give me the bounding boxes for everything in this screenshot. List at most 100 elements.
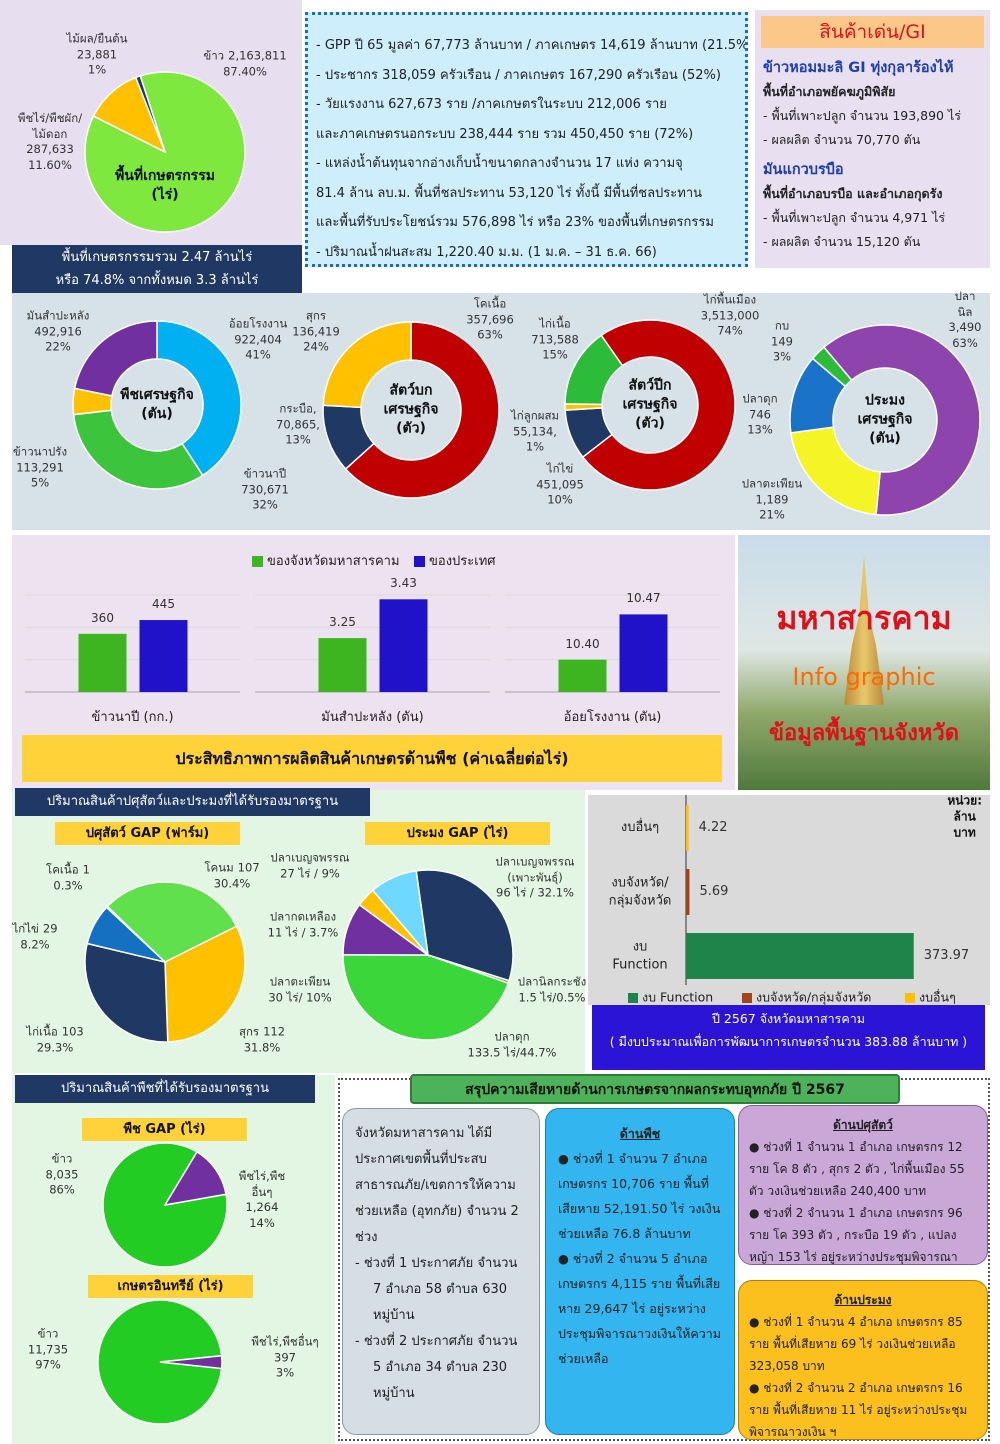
- summary-box: - GPP ปี 65 มูลค่า 67,773 ล้านบาท / ภาคเ…: [305, 12, 748, 267]
- flood-crops-item: ● ช่วงที่ 2 จำนวน 5 อำเภอ เกษตรกร 4,115 …: [558, 1251, 722, 1366]
- slice-value: 107: [237, 860, 260, 875]
- slice: [156, 320, 242, 477]
- slice-name: ปลาเบญจพรรณ (เพาะพันธุ์): [495, 854, 575, 885]
- chart-title: สัตว์ปีก เศรษฐกิจ (ตัว): [622, 377, 678, 432]
- slice-label: มันสำปะหลัง 492,916 22%: [27, 309, 90, 356]
- bar: [686, 869, 690, 915]
- gi-item-line: - ผลผลิต จำนวน 70,770 ตัน: [763, 132, 921, 147]
- gi-item-name: ข้าวหอมมะลิ GI ทุ่งกุลาร้องไห้: [763, 60, 954, 76]
- slice-label: ปลานิล 3,490 63%: [948, 289, 983, 351]
- slice-label: ไก่ลูกผสม 55,134, 1%: [511, 409, 559, 456]
- slice-name: ข้าว: [51, 1151, 73, 1166]
- slice-percent: 24%: [303, 339, 329, 354]
- slice-label: สุกร 112 31.8%: [239, 1024, 285, 1055]
- flood-crops-title: ด้านพืช: [619, 1126, 661, 1141]
- bar: [78, 633, 127, 692]
- slice-percent: 8.2%: [20, 937, 50, 951]
- slice-value: 730,671: [241, 482, 289, 497]
- legend-swatch: [905, 993, 915, 1003]
- budget-caption: ปี 2567 จังหวัดมหาสารคาม ( มีงบประมาณเพื…: [592, 1005, 985, 1070]
- value-label: 3.25: [329, 615, 356, 630]
- slice-percent: 1%: [525, 439, 545, 454]
- slice-label: กระบือ, 70,865, 13%: [276, 402, 320, 449]
- y-tick-label: งบ Function: [612, 939, 668, 972]
- gi-item-name: มันแกวบรบือ: [763, 162, 844, 178]
- bar: [686, 805, 689, 851]
- legend-swatch: [742, 993, 752, 1003]
- slice-percent: 3%: [275, 1365, 295, 1380]
- slice-label: พืชไร่,พืชอื่นๆ 397 3%: [251, 1335, 318, 1382]
- chart-title: พืช GAP (ไร่): [82, 1118, 247, 1141]
- value-label: 10.47: [626, 591, 661, 606]
- chart-title: ประมง GAP (ไร่): [365, 822, 550, 845]
- summary-line: - ปริมาณน้ำฝนสะสม 1,220.40 ม.ม. (1 ม.ค. …: [316, 244, 657, 260]
- flood-fishery-title: ด้านประมง: [834, 1293, 892, 1307]
- slice-name: โคเนื้อ: [46, 862, 79, 877]
- slice-value: 922,404: [234, 332, 282, 347]
- photo-title: มหาสารคาม: [776, 599, 952, 637]
- slice-label: ข้าว 11,735 97%: [28, 1327, 68, 1374]
- flood-fishery-item: ● ช่วงที่ 2 จำนวน 2 อำเภอ เกษตรกร 16 ราย…: [749, 1381, 968, 1439]
- flood-fishery-item: ● ช่วงที่ 1 จำนวน 4 อำเภอ เกษตรกร 85 ราย…: [749, 1315, 963, 1373]
- slice-value: 11,735: [27, 1342, 69, 1357]
- slice-value: 713,588: [531, 332, 579, 347]
- slice-label: ปลากดเหลือง 11 ไร่ / 3.7%: [268, 909, 339, 940]
- land-banner-line: หรือ 74.8% จากทั้งหมด 3.3 ล้านไร่: [55, 273, 259, 288]
- legend-swatch: [414, 556, 425, 567]
- legend-label: งบอื่นๆ: [919, 989, 956, 1005]
- bar: [379, 599, 428, 692]
- slice-name: สุกร: [238, 1024, 260, 1039]
- flood-intro-box: จังหวัดมหาสารคาม ได้มีประกาศเขตพื้นที่ปร…: [342, 1108, 540, 1435]
- slice-name: ปลานิลกระชัง: [517, 974, 587, 989]
- slice-percent: 15%: [542, 347, 568, 362]
- slice-value: 397: [274, 1350, 296, 1365]
- slice-name: ปลาตะเพียน: [269, 974, 331, 989]
- slice-percent: 29.3%: [36, 1040, 74, 1054]
- slice-label: โคเนื้อ 357,696 63%: [466, 297, 514, 344]
- slice-label: กบ 149 3%: [771, 319, 793, 366]
- slice: [84, 942, 169, 1043]
- gi-item-area: พื้นที่อำเภอพยัคฆภูมิพิสัย: [763, 84, 896, 99]
- slice-label: ปลาดุก 133.5 ไร่/44.7%: [468, 1029, 557, 1060]
- gi-box: สินค้าเด่น/GI ข้าวหอมมะลิ GI ทุ่งกุลาร้อ…: [755, 10, 990, 268]
- slice-value: 136,419: [292, 324, 340, 339]
- flood-fishery-box: ด้านประมง ● ช่วงที่ 1 จำนวน 4 อำเภอ เกษต…: [738, 1280, 988, 1440]
- slice-name: ไก่เนื้อ: [26, 1024, 58, 1039]
- slice-percent: 63%: [477, 327, 503, 342]
- slice-percent: 32%: [252, 497, 278, 512]
- slice-percent: 10%: [547, 492, 573, 507]
- slice-percent: 0.3%: [53, 878, 83, 892]
- slice-name: พืชไร่,พืชอื่นๆ: [251, 1334, 319, 1349]
- slice-name: กระบือ,: [279, 401, 317, 416]
- slice-value: 8,035: [45, 1167, 79, 1182]
- slice-label: ไก่พื้นเมือง 3,513,000 74%: [701, 293, 760, 340]
- slice-label: ปลาดุก 746 13%: [742, 392, 777, 439]
- slice-name: ข้าวนาปรัง: [12, 444, 68, 459]
- slice-label: ปลาเบญจพรรณ (เพาะพันธุ์) 96 ไร่ / 32.1%: [495, 855, 574, 902]
- flood-livestock-item: ● ช่วงที่ 2 จำนวน 1 อำเภอ เกษตรกร 96 ราย…: [749, 1206, 963, 1264]
- legend-label: ของประเทศ: [429, 554, 496, 570]
- slice-percent: 22%: [45, 339, 71, 354]
- slice-percent: 74%: [717, 323, 743, 338]
- summary-line: และพื้นที่รับประโยชน์รวม 576,898 ไร่ หรื…: [316, 215, 714, 230]
- slice-label: โคนม 107 30.4%: [204, 860, 259, 891]
- slice-value: 70,865,: [276, 417, 320, 432]
- gi-item-line: - พื้นที่เพาะปลูก จำนวน 193,890 ไร่: [763, 108, 961, 123]
- gi-item-line: - พื้นที่เพาะปลูก จำนวน 4,971 ไร่: [763, 210, 946, 225]
- slice-percent: 13%: [747, 422, 773, 437]
- province-photo: มหาสารคาม Info graphic ข้อมูลพื้นฐานจังห…: [738, 535, 990, 790]
- slice-value: 55,134,: [513, 424, 557, 439]
- slice-label: พืชไร่/พืชผัก/ ไม้ดอก 287,633 11.60%: [18, 111, 82, 173]
- legend-swatch: [628, 993, 638, 1003]
- slice-name: ปลาดุก: [742, 391, 778, 406]
- slice-name: ปลาเบญจพรรณ: [270, 850, 350, 865]
- flood-period: - ช่วงที่ 1 ประกาศภัย จำนวน 7 อำเภอ 58 ต…: [355, 1256, 518, 1323]
- slice: [564, 334, 624, 406]
- slice-name: ข้าวนาปี: [243, 466, 287, 481]
- budget-caption-line: ปี 2567 จังหวัดมหาสารคาม: [712, 1011, 865, 1026]
- slice-value: 112: [263, 1024, 286, 1039]
- slice-label-row: ไก่เนื้อ 103: [26, 1024, 83, 1040]
- slice-value: 1.5 ไร่/0.5%: [518, 990, 586, 1004]
- chart-title: พื้นที่เกษตรกรรม (ไร่): [115, 168, 215, 203]
